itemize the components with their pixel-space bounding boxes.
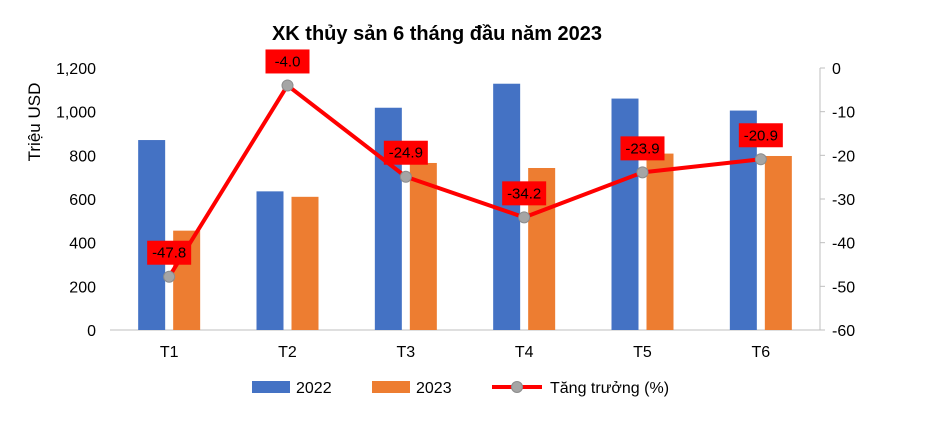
axes: 0 200 400 600 800 1,000 1,200 -60 -50 -40 -30 -20 -1… [56, 61, 855, 361]
x-tick-label: T3 [396, 344, 415, 361]
legend-label: Tăng trưởng (%) [550, 380, 669, 397]
bar-2022 [256, 191, 284, 330]
growth-label: -20.9 [744, 127, 778, 144]
y-axis-label: Triệu USD [25, 83, 44, 162]
growth-label: -47.8 [152, 245, 186, 262]
data-labels: -47.8 -4.0 -24.9 -34.2 -23.9 -20.9 [147, 49, 783, 265]
bar-2022 [611, 98, 639, 330]
y-tick-label: 1,000 [56, 105, 96, 122]
bar-2023 [291, 196, 319, 330]
growth-marker [399, 170, 412, 183]
y2-tick-label: -20 [832, 148, 855, 165]
legend-label: 2022 [296, 380, 332, 397]
y-tick-label: 0 [87, 323, 96, 340]
growth-marker [636, 166, 649, 179]
x-tick-label: T5 [633, 344, 652, 361]
growth-label-box [502, 181, 547, 206]
y-tick-label: 600 [69, 192, 96, 209]
y2-tick-label: -50 [832, 279, 855, 296]
growth-label: -4.0 [275, 53, 301, 70]
y2-tick-label: -40 [832, 236, 855, 253]
bar-2023 [764, 155, 792, 330]
growth-label-box [147, 240, 192, 265]
y-tick-label: 800 [69, 148, 96, 165]
legend-label: 2023 [416, 380, 452, 397]
growth-marker [518, 211, 531, 224]
bar-2023 [646, 153, 674, 330]
bar-2022 [138, 140, 166, 330]
y-tick-label: 1,200 [56, 61, 96, 78]
y-tick-label: 400 [69, 236, 96, 253]
legend-swatch [252, 381, 290, 393]
growth-label-box [620, 136, 665, 161]
bars [138, 83, 792, 330]
x-tick-label: T4 [515, 344, 534, 361]
y2-tick-label: -30 [832, 192, 855, 209]
growth-label-box [738, 123, 783, 148]
growth-label: -24.9 [389, 145, 423, 162]
legend-swatch [372, 381, 410, 393]
bar-2023 [409, 162, 437, 330]
y2-tick-label: 0 [832, 61, 841, 78]
growth-label: -23.9 [625, 140, 659, 157]
growth-label: -34.2 [507, 185, 541, 202]
legend: 2022 2023 Tăng trưởng (%) [252, 380, 669, 397]
growth-marker [754, 153, 767, 166]
x-tick-label: T1 [160, 344, 179, 361]
y-tick-label: 200 [69, 279, 96, 296]
y2-tick-label: -10 [832, 105, 855, 122]
growth-marker [163, 270, 176, 283]
y2-tick-label: -60 [832, 323, 855, 340]
growth-line-path [167, 83, 763, 279]
chart-title: XK thủy sản 6 tháng đầu năm 2023 [272, 23, 602, 45]
x-tick-label: T2 [278, 344, 297, 361]
x-tick-label: T6 [751, 344, 770, 361]
growth-marker [281, 79, 294, 92]
legend-marker [511, 381, 523, 393]
growth-label-box [265, 49, 310, 74]
growth-line [163, 79, 767, 283]
growth-label-box [383, 140, 428, 165]
